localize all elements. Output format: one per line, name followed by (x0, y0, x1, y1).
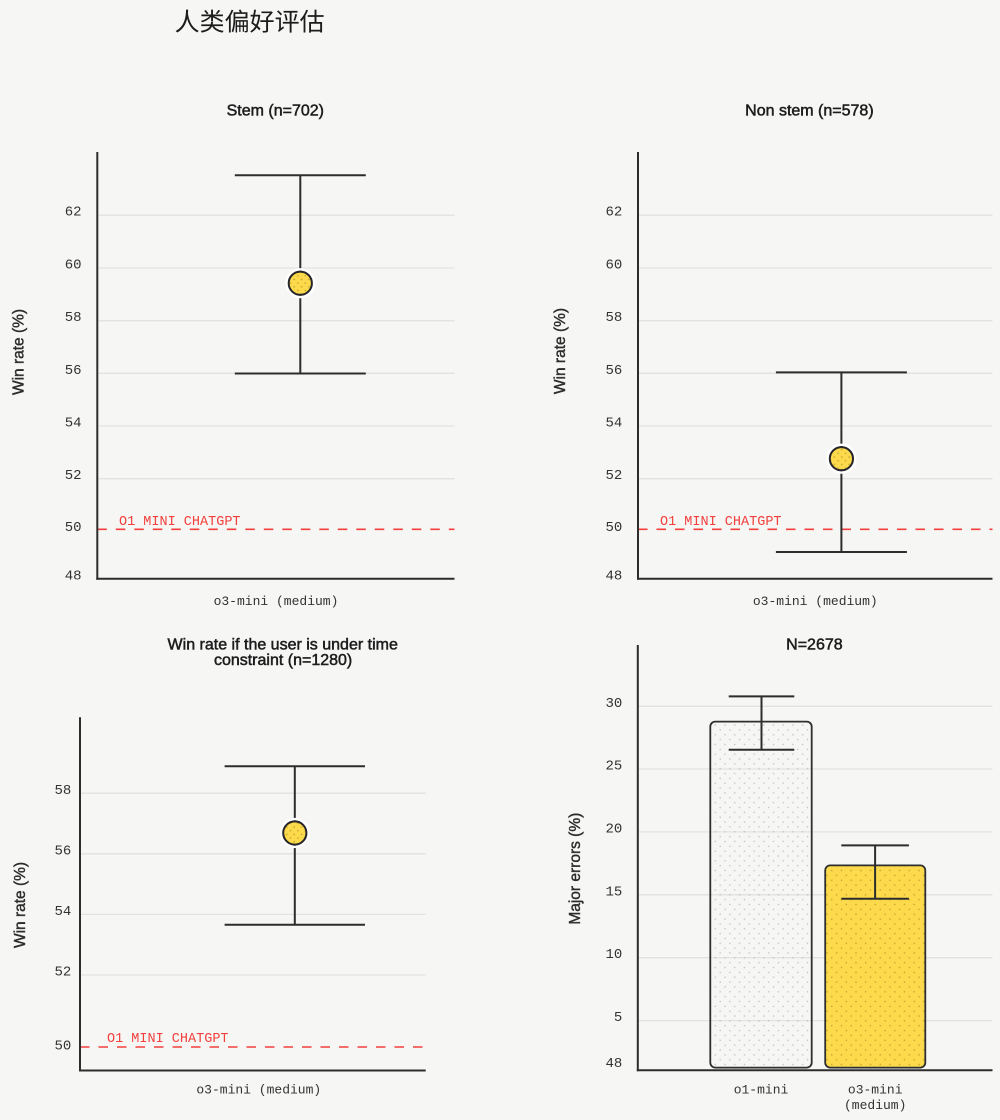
svg-text:O1 MINI CHATGPT: O1 MINI CHATGPT (119, 515, 241, 530)
svg-text:Major errors (%): Major errors (%) (567, 813, 584, 925)
svg-text:30: 30 (605, 696, 622, 712)
svg-text:Win rate (%): Win rate (%) (12, 862, 29, 948)
svg-text:48: 48 (605, 569, 622, 585)
svg-text:48: 48 (605, 1056, 622, 1072)
svg-text:52: 52 (605, 468, 622, 484)
svg-text:62: 62 (605, 205, 622, 221)
svg-text:50: 50 (54, 1038, 71, 1054)
svg-text:58: 58 (65, 310, 82, 326)
svg-text:54: 54 (54, 904, 71, 920)
svg-text:Win rate (%): Win rate (%) (552, 308, 569, 394)
svg-text:Win rate if the user is under: Win rate if the user is under time (168, 637, 398, 654)
svg-text:Win rate (%): Win rate (%) (10, 309, 27, 395)
svg-text:52: 52 (65, 468, 82, 484)
svg-text:o3-mini (medium): o3-mini (medium) (214, 594, 339, 609)
svg-text:o3-mini (medium): o3-mini (medium) (196, 1083, 321, 1098)
svg-text:50: 50 (65, 520, 82, 536)
svg-text:O1 MINI CHATGPT: O1 MINI CHATGPT (660, 515, 782, 530)
svg-text:(medium): (medium) (844, 1098, 906, 1113)
svg-text:Stem (n=702): Stem (n=702) (227, 103, 324, 120)
svg-text:o1-mini: o1-mini (734, 1083, 789, 1098)
svg-text:58: 58 (605, 310, 622, 326)
svg-text:52: 52 (54, 965, 71, 981)
svg-text:25: 25 (605, 759, 622, 775)
svg-text:54: 54 (605, 416, 622, 432)
svg-text:50: 50 (605, 520, 622, 536)
svg-text:54: 54 (65, 416, 82, 432)
svg-text:o3-mini: o3-mini (848, 1083, 903, 1098)
svg-text:62: 62 (65, 205, 82, 221)
svg-text:60: 60 (605, 258, 622, 274)
svg-text:56: 56 (54, 844, 71, 860)
svg-text:58: 58 (54, 783, 71, 799)
svg-text:15: 15 (605, 884, 622, 900)
svg-text:20: 20 (605, 821, 622, 837)
svg-text:N=2678: N=2678 (786, 636, 843, 653)
svg-text:56: 56 (605, 363, 622, 379)
svg-text:10: 10 (605, 947, 622, 963)
svg-text:O1 MINI CHATGPT: O1 MINI CHATGPT (107, 1032, 229, 1047)
svg-text:56: 56 (65, 363, 82, 379)
svg-text:constraint (n=1280): constraint (n=1280) (214, 652, 352, 669)
svg-text:5: 5 (614, 1010, 622, 1026)
svg-text:o3-mini (medium): o3-mini (medium) (753, 594, 878, 609)
svg-text:48: 48 (65, 569, 82, 585)
svg-text:60: 60 (65, 258, 82, 274)
svg-text:Non stem (n=578): Non stem (n=578) (745, 103, 874, 120)
